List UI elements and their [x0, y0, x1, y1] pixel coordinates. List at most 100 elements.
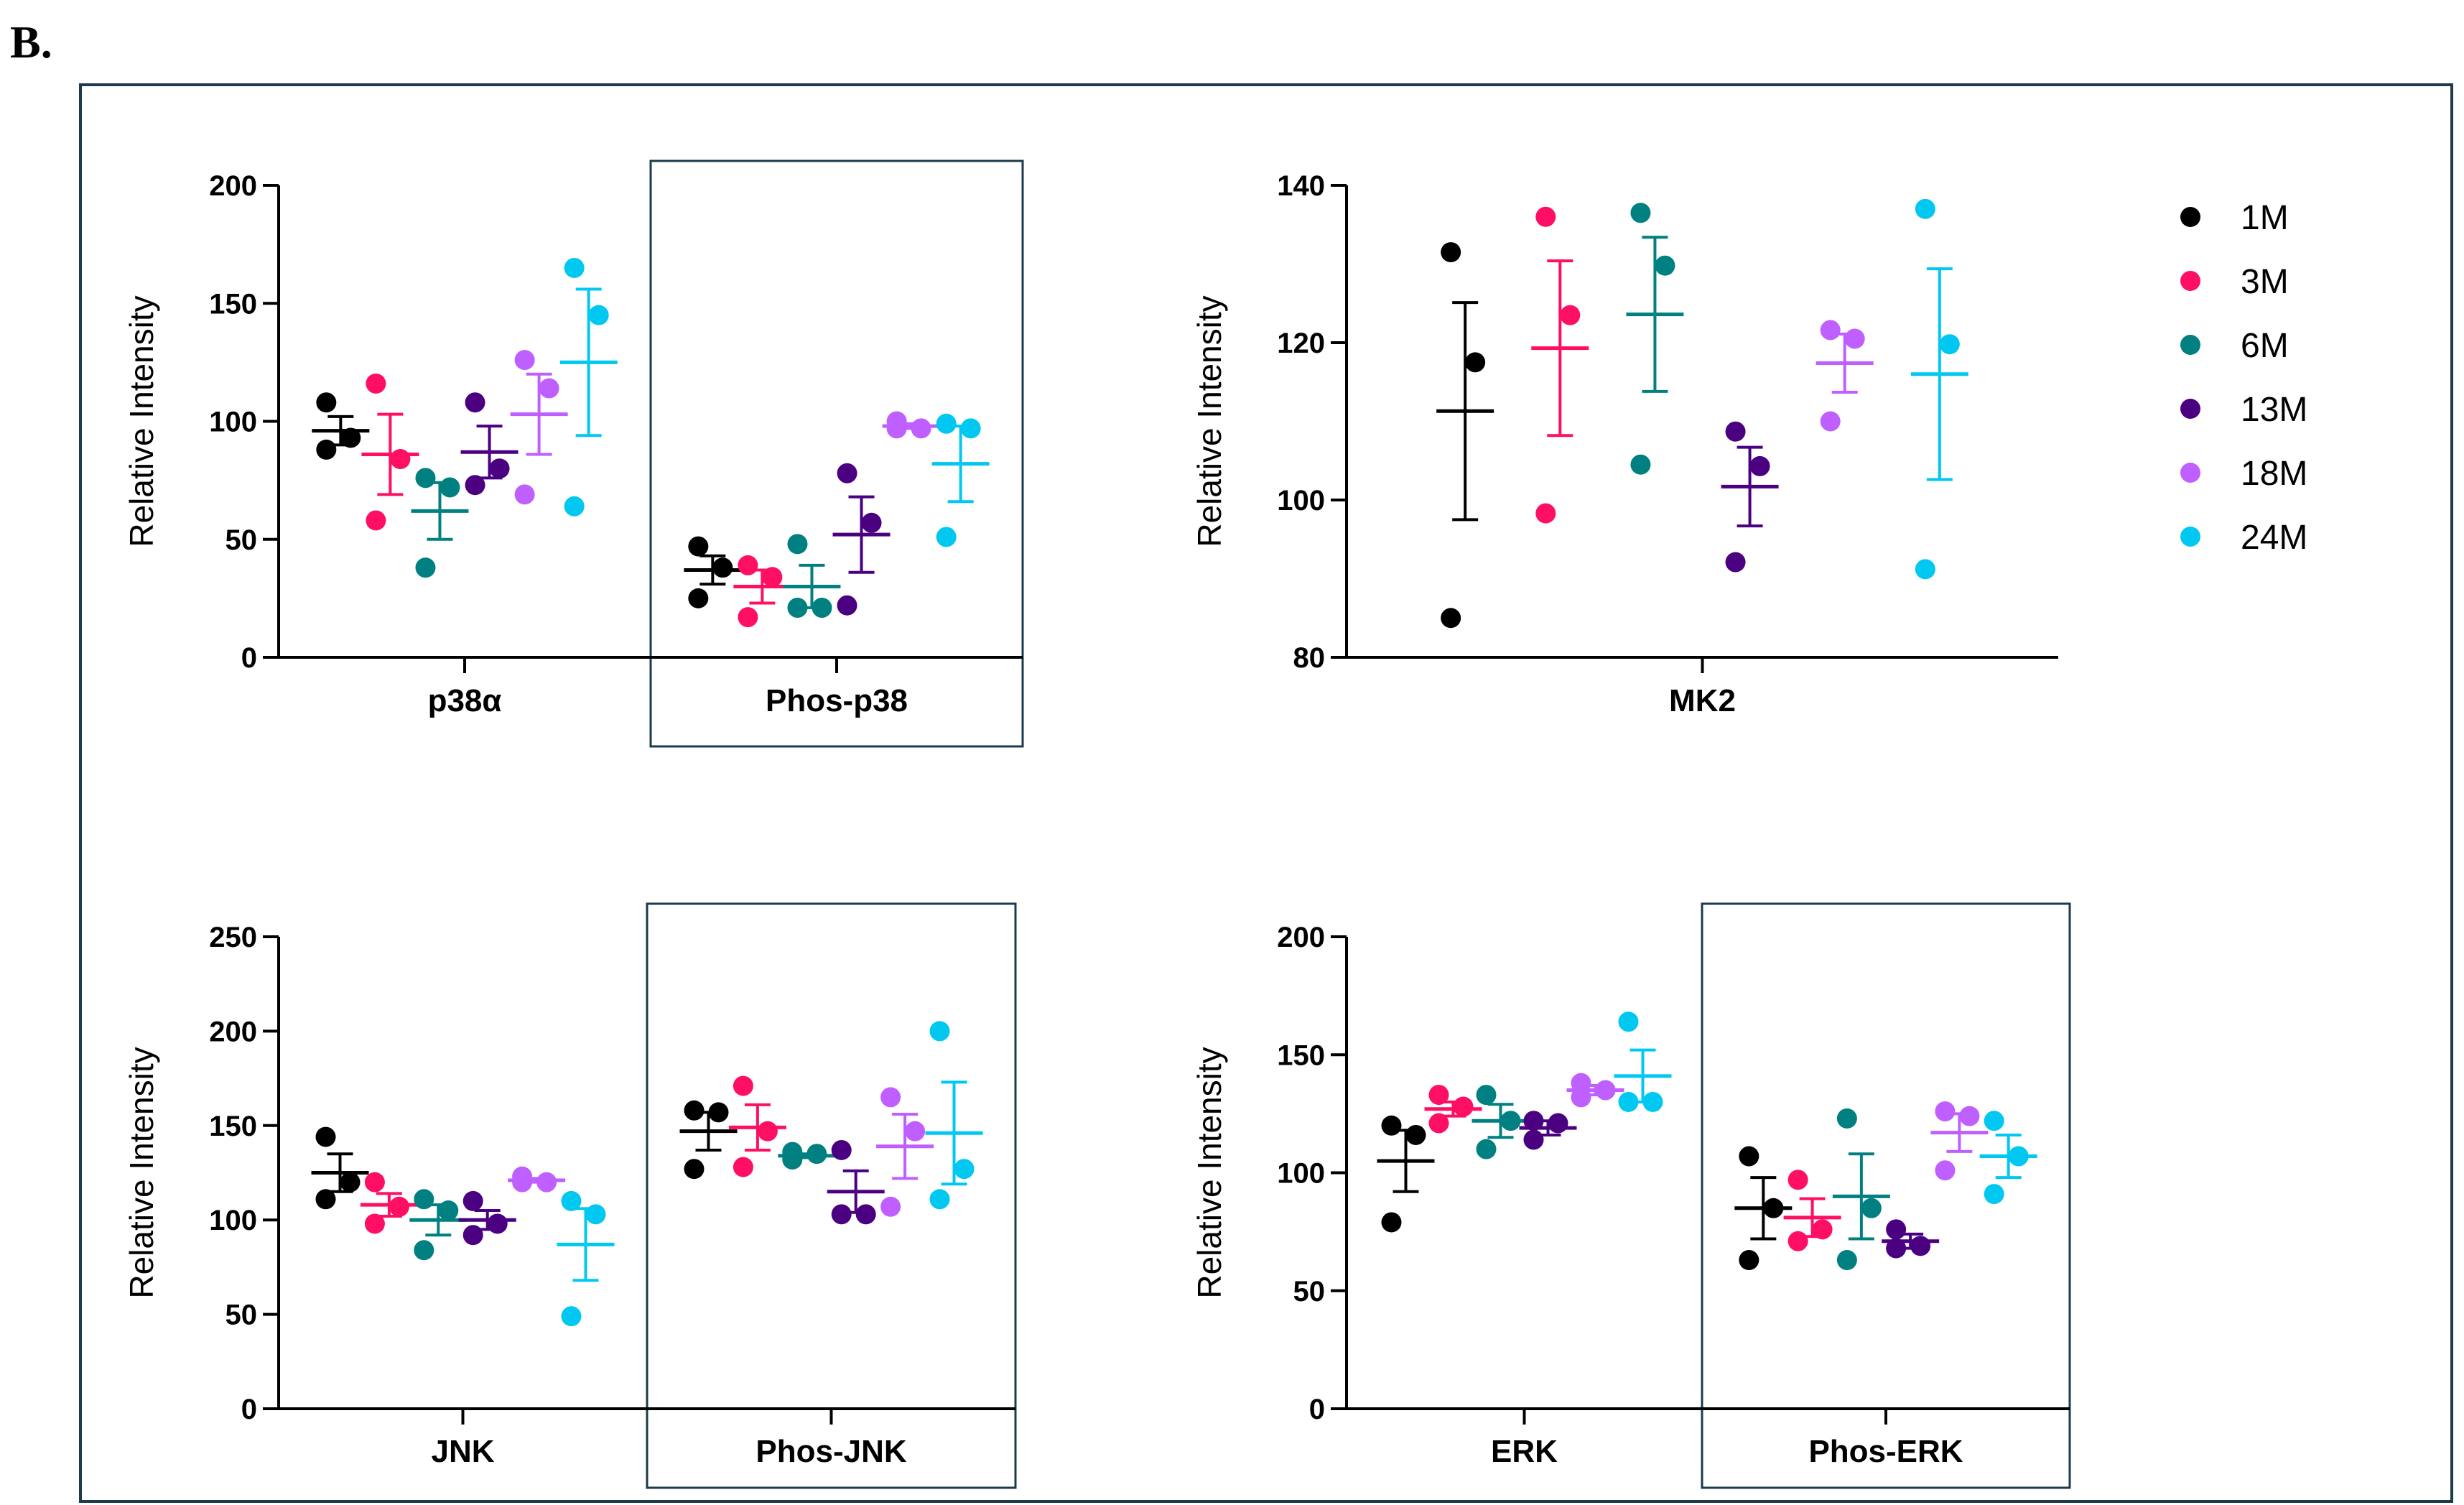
data-point [1984, 1111, 2004, 1131]
data-point [1523, 1111, 1544, 1131]
data-point [1381, 1212, 1402, 1233]
x-group-label: Phos-p38 [766, 683, 908, 718]
data-point [438, 1200, 459, 1221]
y-tick-label: 50 [1293, 1276, 1326, 1307]
data-point [366, 373, 386, 394]
series-18m [1566, 1073, 1624, 1108]
legend-label: 13M [2241, 391, 2307, 429]
data-point [1500, 1111, 1521, 1131]
series-24m [1614, 1011, 1672, 1112]
data-point [757, 1121, 778, 1142]
data-point [340, 1172, 361, 1193]
series-18m [876, 1087, 934, 1217]
series-6m [411, 468, 469, 578]
group-phos-erk: Phos-ERK [1734, 1101, 2037, 1469]
data-point [762, 567, 783, 588]
data-point [1984, 1184, 2004, 1205]
legend-label: 18M [2241, 455, 2307, 493]
data-point [929, 1189, 950, 1210]
data-point [489, 458, 510, 479]
data-point [1844, 328, 1865, 349]
data-point [390, 449, 411, 470]
series-24m [557, 1190, 615, 1327]
group-phos-jnk: Phos-JNK [679, 1021, 983, 1469]
data-point [684, 1100, 705, 1121]
series-24m [1910, 198, 1968, 580]
data-point [733, 1075, 753, 1096]
data-point [1820, 320, 1841, 341]
data-point [1725, 552, 1746, 573]
data-point [688, 588, 709, 608]
data-point [316, 392, 337, 413]
data-point [954, 1159, 975, 1180]
data-point [1441, 608, 1461, 629]
series-6m [783, 534, 841, 619]
y-tick-label: 200 [209, 170, 257, 202]
legend-marker [2180, 399, 2200, 419]
x-group-label: MK2 [1669, 683, 1736, 718]
y-axis-label: Relative Intensity [1191, 1047, 1228, 1298]
data-point [831, 1204, 852, 1225]
data-point [929, 1021, 950, 1042]
data-point [1571, 1087, 1591, 1108]
series-18m [1816, 320, 1874, 432]
data-point [536, 1172, 557, 1193]
legend-entry-24m: 24M [2180, 519, 2307, 557]
data-point [1820, 411, 1841, 432]
data-point [886, 418, 907, 439]
y-tick-label: 50 [226, 524, 258, 556]
group-box [646, 902, 1017, 1489]
legend-marker [2180, 335, 2200, 355]
data-point [1642, 1091, 1663, 1112]
y-tick-label: 150 [1277, 1039, 1325, 1071]
data-point [837, 463, 857, 483]
data-point [1476, 1139, 1497, 1159]
series-24m [559, 257, 618, 517]
x-group-label: ERK [1491, 1434, 1558, 1469]
data-point [561, 1306, 582, 1327]
data-point [1428, 1085, 1449, 1106]
data-point [1915, 559, 1935, 580]
series-6m [1472, 1085, 1530, 1159]
series-6m [1832, 1108, 1890, 1271]
data-point [340, 427, 361, 448]
y-tick-label: 100 [209, 1205, 257, 1236]
figure-frame [79, 83, 2453, 1503]
data-point [1618, 1091, 1639, 1112]
data-point [1571, 1073, 1591, 1093]
legend-entry-6m: 6M [2180, 327, 2289, 365]
data-point [414, 1240, 434, 1261]
x-group-label: Phos-ERK [1808, 1434, 1963, 1469]
x-group-label: Phos-JNK [756, 1434, 906, 1469]
x-group-label: JNK [431, 1434, 494, 1469]
series-18m [508, 1166, 566, 1193]
series-1m [312, 392, 370, 460]
series-13m [827, 1139, 885, 1225]
y-axis-label: Relative Intensity [1191, 295, 1228, 547]
series-1m [311, 1126, 369, 1210]
data-point [1535, 206, 1556, 227]
group-box [649, 159, 1024, 748]
data-point [561, 1190, 582, 1211]
data-point [806, 1144, 827, 1164]
data-point [415, 557, 436, 578]
group-erk: ERK [1377, 1011, 1672, 1469]
data-point [465, 392, 485, 413]
data-point [1655, 255, 1675, 276]
series-18m [882, 411, 940, 439]
group-phos-p38: Phos-p38 [684, 411, 990, 718]
y-axis-label: Relative Intensity [123, 1047, 160, 1298]
series-6m [409, 1189, 468, 1261]
data-point [1935, 1101, 1956, 1122]
data-point [738, 607, 758, 628]
chart-3: 0 50 100 150 200 250 Relative Intensity JNK Phos… [123, 902, 1017, 1489]
data-point [1523, 1129, 1544, 1150]
series-3m [1424, 1085, 1482, 1134]
data-point [708, 1102, 729, 1123]
series-24m [931, 413, 990, 547]
data-point [861, 512, 882, 533]
data-point [440, 477, 460, 498]
data-point [1465, 352, 1486, 373]
data-point [364, 1172, 385, 1193]
data-point [588, 305, 609, 325]
